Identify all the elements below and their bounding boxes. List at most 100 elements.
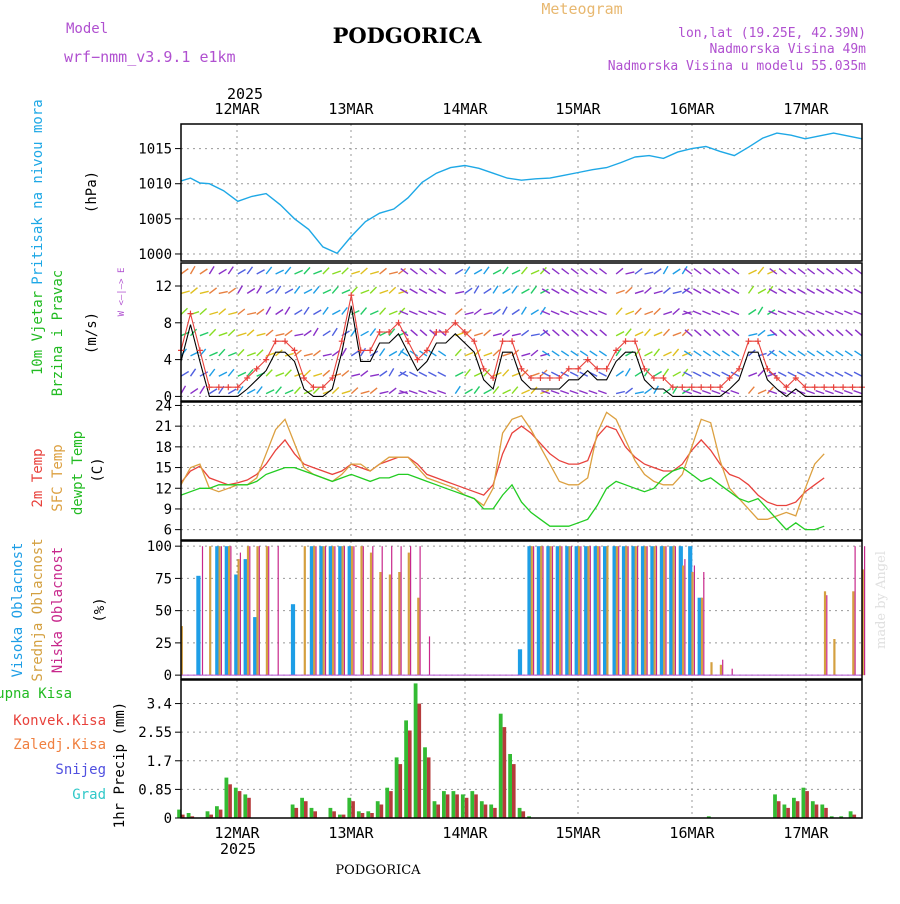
wind-arrow [540,288,549,295]
wind-arrow [332,373,342,377]
wind-arrow [399,389,409,395]
wind-arrow [189,265,196,275]
wind-arrow [634,307,642,315]
wind-arrow [681,266,688,275]
wind-arrow [644,351,653,357]
wind-arrow [199,290,209,295]
wind-arrow [492,285,499,294]
wind-arrow [410,329,418,337]
wind-marker [376,329,383,335]
cloud-low-bar [410,546,412,676]
wind-marker [291,347,298,354]
precip-conv-bar [247,797,251,818]
wind-marker [471,338,478,345]
grid-layer [181,124,862,819]
wind-arrow [662,287,671,294]
wind-arrow [199,268,208,275]
wind-arrow [597,389,607,395]
wind-marker [499,338,506,345]
cloud-high-bar [546,546,551,676]
wind-arrow [541,389,551,395]
wind-arrow [246,266,254,275]
wind-arrow [748,349,756,357]
wind-arrow [653,307,661,316]
wind-arrow [825,371,834,377]
wind-arrow [455,290,465,295]
wind-arrow [227,388,237,395]
cloud-high-bar [234,574,239,676]
wind-arrow [683,288,693,295]
wind-arrow [265,329,274,337]
wind-arrow [672,371,682,377]
cloud-mid-bar [634,546,637,676]
wind-arrow [625,310,635,316]
wind-arrow [653,385,660,394]
wind-arrow [748,372,758,377]
wind-arrow [350,286,358,294]
cloud-mid-bar [861,569,864,676]
wind-arrow [303,353,313,357]
wind-arrow [256,386,263,395]
wind-arrow [265,369,273,377]
wind-arrow [672,268,681,275]
wind-marker [726,375,733,381]
wind-arrow [209,351,218,357]
wind-arrow [483,311,493,316]
wind-marker [367,347,374,354]
wind-arrow [350,350,360,357]
cloud-high-bar [650,546,655,676]
wind-arrow [625,286,633,294]
cloud-high-bar [612,546,617,676]
wind-arrow [552,329,560,337]
wind-marker [792,375,799,381]
cloud-low-bar [230,546,232,676]
wind-marker [282,338,289,345]
precip-conv-bar [464,797,469,818]
temp-2m-line [180,425,825,507]
wind-arrow [853,288,863,295]
cloud-low-bar [362,546,364,676]
wind-marker [527,375,534,381]
cloud-low-bar [353,546,355,676]
cloud-mid-bar [682,565,685,676]
precip-total-bar [394,757,399,818]
cloud-high-bar [688,546,693,676]
wind-arrow [598,288,607,295]
wind-arrow [598,371,607,377]
wind-arrow [208,368,216,377]
wind-arrow [294,309,303,316]
cloud-mid-bar [672,546,675,676]
y-tick-label: 2.55 [138,725,172,741]
precip-conv-bar [389,791,393,818]
wind-arrow [589,329,598,337]
precip-conv-bar [521,811,526,818]
wind-arrow [246,352,256,357]
cloud-high-bar [678,546,683,676]
precip-total-bar [706,816,711,818]
wind-arrow [778,268,787,275]
wind-arrow [464,266,471,275]
pressure-unit: (hPa) [84,171,100,213]
wind-speed-line [180,306,862,398]
wind-marker [575,365,582,372]
temp-unit: (C) [90,457,106,482]
wind-marker [669,384,676,391]
wind-arrow [228,351,237,357]
wind-arrow [692,371,702,377]
precip-conv-bar [426,757,431,818]
wind-arrow [712,350,721,357]
wind-arrow [473,385,481,395]
wind-compass: W <—|—> E [117,268,127,317]
y-tick-label: 0 [164,811,172,827]
cloud-low-bar [589,546,591,676]
wind-marker [717,384,724,391]
wind-arrow [265,389,275,395]
wind-arrow [722,329,731,337]
wind-arrow [730,389,740,395]
wind-arrow [379,289,389,295]
wind-arrow [313,372,323,377]
wind-arrow [768,389,778,395]
y-tick-label: 4 [164,353,172,369]
y-tick-label: 0 [164,389,172,405]
wind-arrow [331,286,339,294]
